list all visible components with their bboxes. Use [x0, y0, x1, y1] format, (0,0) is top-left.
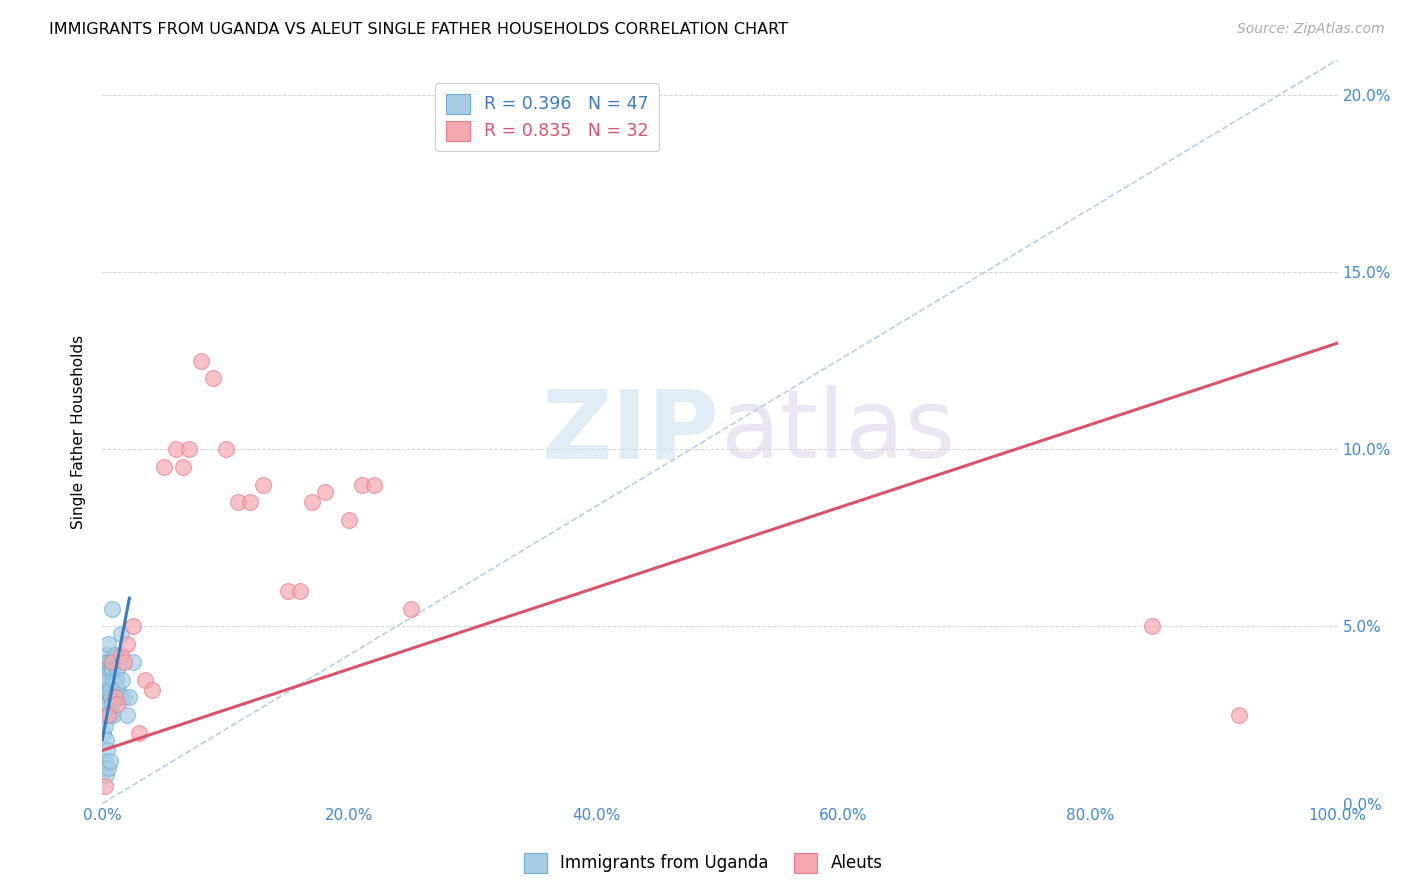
Point	[98, 708, 121, 723]
Point	[93, 725, 115, 739]
Point	[399, 601, 422, 615]
Point	[172, 460, 194, 475]
Point	[215, 442, 238, 457]
Point	[98, 662, 121, 676]
Point	[96, 698, 118, 712]
Point	[115, 708, 138, 723]
Point	[93, 698, 115, 712]
Point	[277, 584, 299, 599]
Point	[103, 648, 125, 662]
Point	[122, 619, 145, 633]
Point	[96, 662, 118, 676]
Point	[104, 673, 127, 687]
Legend: Immigrants from Uganda, Aleuts: Immigrants from Uganda, Aleuts	[517, 847, 889, 880]
Point	[93, 708, 115, 723]
Point	[93, 683, 115, 698]
Point	[108, 690, 131, 705]
Point	[93, 779, 115, 793]
Point	[101, 698, 124, 712]
Point	[350, 477, 373, 491]
Point	[94, 732, 117, 747]
Point	[118, 690, 141, 705]
Point	[105, 662, 128, 676]
Point	[103, 690, 125, 705]
Point	[314, 484, 336, 499]
Point	[134, 673, 156, 687]
Point	[96, 683, 118, 698]
Point	[94, 708, 117, 723]
Y-axis label: Single Father Households: Single Father Households	[72, 334, 86, 529]
Point	[190, 353, 212, 368]
Point	[100, 690, 122, 705]
Point	[165, 442, 187, 457]
Text: atlas: atlas	[720, 385, 955, 478]
Point	[252, 477, 274, 491]
Point	[202, 371, 225, 385]
Point	[103, 673, 125, 687]
Point	[122, 655, 145, 669]
Point	[100, 655, 122, 669]
Point	[141, 683, 163, 698]
Point	[101, 662, 124, 676]
Point	[105, 698, 128, 712]
Point	[97, 655, 120, 669]
Text: IMMIGRANTS FROM UGANDA VS ALEUT SINGLE FATHER HOUSEHOLDS CORRELATION CHART: IMMIGRANTS FROM UGANDA VS ALEUT SINGLE F…	[49, 22, 789, 37]
Point	[1142, 619, 1164, 633]
Text: Source: ZipAtlas.com: Source: ZipAtlas.com	[1237, 22, 1385, 37]
Point	[363, 477, 385, 491]
Point	[226, 495, 249, 509]
Text: ZIP: ZIP	[543, 385, 720, 478]
Point	[97, 698, 120, 712]
Point	[94, 690, 117, 705]
Point	[128, 725, 150, 739]
Point	[301, 495, 323, 509]
Point	[94, 673, 117, 687]
Point	[96, 648, 118, 662]
Point	[96, 743, 118, 757]
Point	[107, 683, 129, 698]
Point	[93, 662, 115, 676]
Point	[93, 761, 115, 775]
Point	[94, 768, 117, 782]
Point	[337, 513, 360, 527]
Point	[288, 584, 311, 599]
Point	[97, 637, 120, 651]
Point	[97, 761, 120, 775]
Point	[93, 754, 115, 768]
Point	[177, 442, 200, 457]
Point	[103, 690, 125, 705]
Point	[239, 495, 262, 509]
Point	[101, 655, 124, 669]
Point	[98, 754, 121, 768]
Point	[101, 601, 124, 615]
Point	[94, 655, 117, 669]
Point	[1227, 708, 1250, 723]
Point	[115, 637, 138, 651]
Point	[111, 673, 134, 687]
Point	[153, 460, 176, 475]
Legend: R = 0.396   N = 47, R = 0.835   N = 32: R = 0.396 N = 47, R = 0.835 N = 32	[436, 83, 659, 151]
Point	[110, 648, 132, 662]
Point	[110, 626, 132, 640]
Point	[97, 708, 120, 723]
Point	[114, 655, 136, 669]
Point	[97, 673, 120, 687]
Point	[114, 690, 136, 705]
Point	[103, 708, 125, 723]
Point	[98, 683, 121, 698]
Point	[93, 719, 115, 733]
